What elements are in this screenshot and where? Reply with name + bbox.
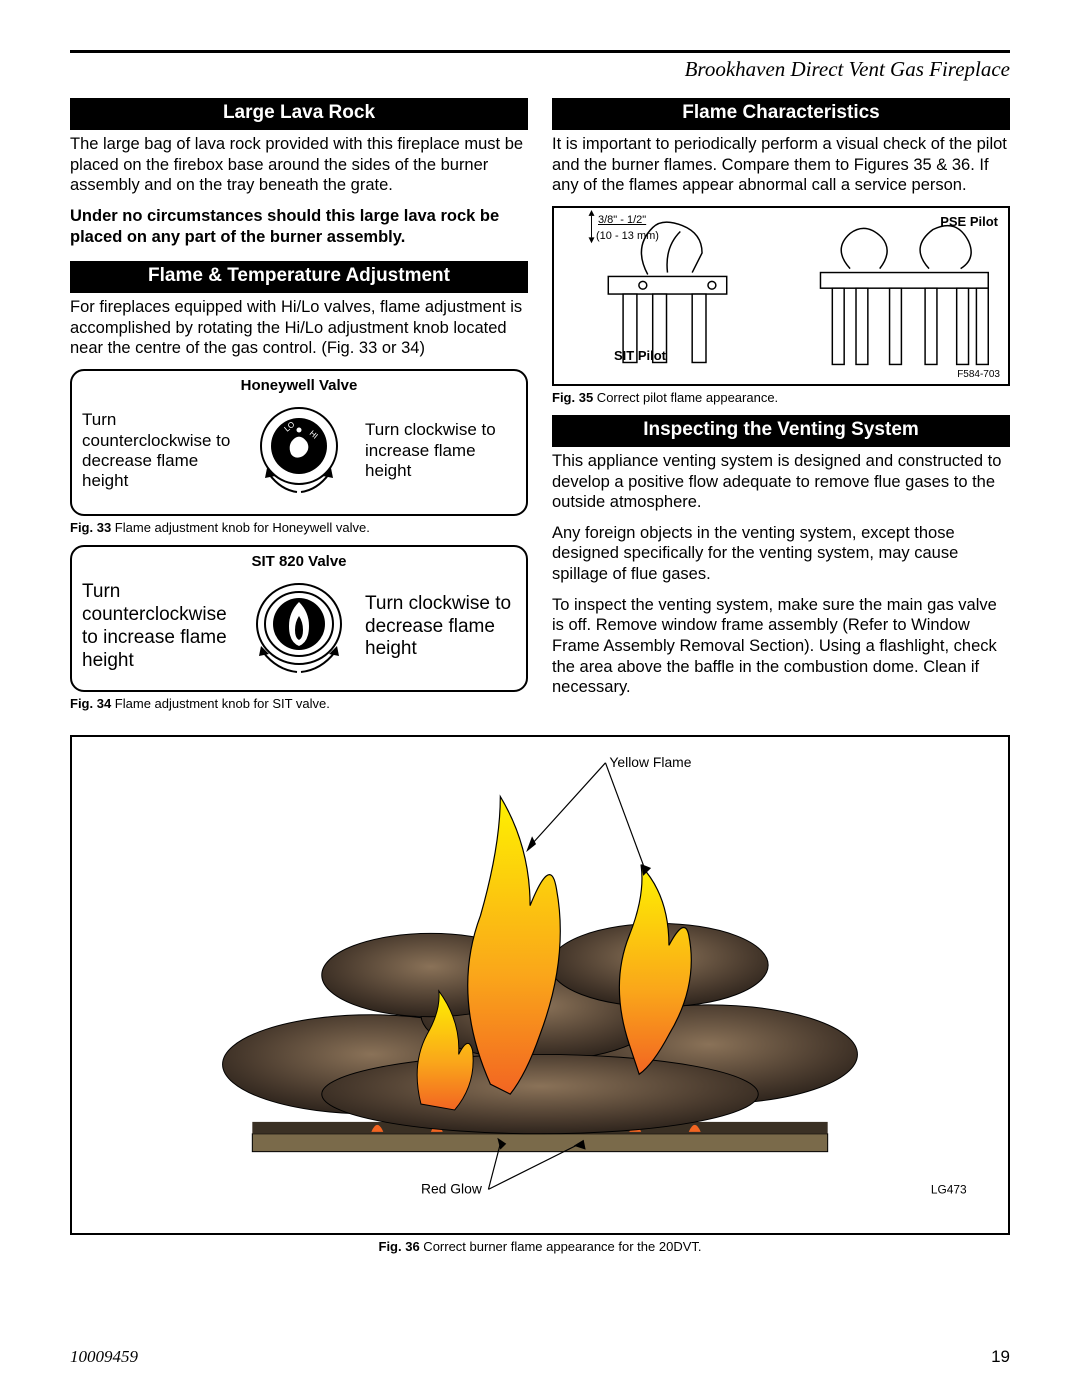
section-flame-temp: Flame & Temperature Adjustment: [70, 261, 528, 293]
section-venting: Inspecting the Venting System: [552, 415, 1010, 447]
venting-para1: This appliance venting system is designe…: [552, 451, 1010, 513]
fig34-caption: Fig. 34 Flame adjustment knob for SIT va…: [70, 696, 528, 711]
fig34-caption-num: Fig. 34: [70, 696, 111, 711]
fig35-dim: 3/8" - 1/2": [598, 214, 646, 226]
fig35-dim-sub: (10 - 13 mm): [596, 230, 659, 242]
fig36-caption-num: Fig. 36: [379, 1239, 420, 1254]
footer-pagenum: 19: [991, 1347, 1010, 1367]
sit-knob-icon: [239, 572, 359, 682]
fig33-left-text: Turn counterclockwise to decrease flame …: [82, 410, 233, 492]
fig34-caption-text: Flame adjustment knob for SIT valve.: [111, 696, 330, 711]
flame-temp-para1: For fireplaces equipped with Hi/Lo valve…: [70, 297, 528, 359]
footer: 10009459 19: [70, 1347, 1010, 1367]
lava-rock-warning: Under no circumstances should this large…: [70, 206, 528, 247]
honeywell-knob-icon: LO HI: [239, 396, 359, 506]
fig34-title: SIT 820 Valve: [82, 553, 516, 570]
fig35-caption-num: Fig. 35: [552, 390, 593, 405]
fig34-left-text: Turn counterclockwise to increase flame …: [82, 581, 233, 672]
left-column: Large Lava Rock The large bag of lava ro…: [70, 98, 528, 721]
venting-para2: Any foreign objects in the venting syste…: [552, 523, 1010, 585]
venting-para3: To inspect the venting system, make sure…: [552, 595, 1010, 698]
fig35-caption: Fig. 35 Correct pilot flame appearance.: [552, 390, 1010, 405]
fig35-code: F584-703: [957, 369, 1000, 380]
fig36-caption-text: Correct burner flame appearance for the …: [420, 1239, 702, 1254]
fig33-right-text: Turn clockwise to increase flame height: [365, 420, 516, 481]
lava-rock-para1: The large bag of lava rock provided with…: [70, 134, 528, 196]
fig33-caption: Fig. 33 Flame adjustment knob for Honeyw…: [70, 520, 528, 535]
footer-docnum: 10009459: [70, 1347, 138, 1367]
section-large-lava-rock: Large Lava Rock: [70, 98, 528, 130]
fig35-box: 3/8" - 1/2" (10 - 13 mm) PSE Pilot SIT P…: [552, 206, 1010, 386]
header-title: Brookhaven Direct Vent Gas Fireplace: [70, 57, 1010, 82]
fig34-right-text: Turn clockwise to decrease flame height: [365, 593, 516, 661]
fig33-title: Honeywell Valve: [82, 377, 516, 394]
fig35-sit-label: SIT Pilot: [614, 348, 666, 363]
fig35-caption-text: Correct pilot flame appearance.: [593, 390, 778, 405]
content-columns: Large Lava Rock The large bag of lava ro…: [70, 98, 1010, 721]
fig33-box: Honeywell Valve Turn counterclockwise to…: [70, 369, 528, 516]
fig33-caption-num: Fig. 33: [70, 520, 111, 535]
fig35-pse-label: PSE Pilot: [940, 214, 998, 229]
header-rule: [70, 50, 1010, 53]
section-flame-char: Flame Characteristics: [552, 98, 1010, 130]
fig36-yellow-label: Yellow Flame: [609, 754, 691, 770]
svg-text:LG473: LG473: [931, 1182, 967, 1196]
fig36-box: Yellow Flame Red Glow LG473 Yellow Flame…: [70, 735, 1010, 1235]
right-column: Flame Characteristics It is important to…: [552, 98, 1010, 721]
fig34-box: SIT 820 Valve Turn counterclockwise to i…: [70, 545, 528, 692]
svg-text:Red Glow: Red Glow: [421, 1180, 483, 1196]
fig36-caption: Fig. 36 Correct burner flame appearance …: [70, 1239, 1010, 1254]
flame-char-para1: It is important to periodically perform …: [552, 134, 1010, 196]
fig33-caption-text: Flame adjustment knob for Honeywell valv…: [111, 520, 370, 535]
